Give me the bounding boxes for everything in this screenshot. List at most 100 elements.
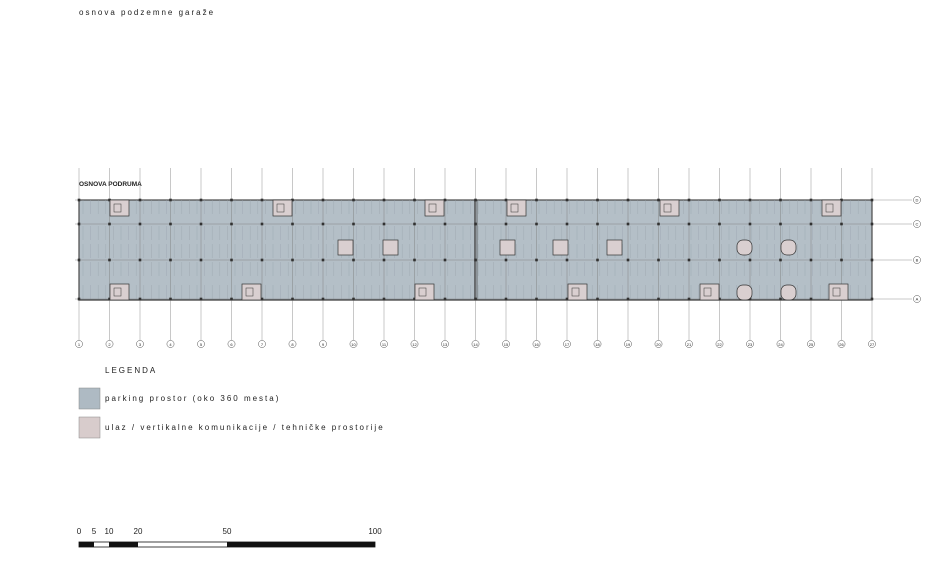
axis-marker (349, 340, 358, 348)
technical-room (606, 239, 623, 256)
technical-room (382, 239, 399, 256)
axis-marker (136, 340, 144, 348)
axis-label: 22 (717, 342, 722, 347)
axis-label: C (916, 222, 919, 227)
technical-room (736, 239, 753, 256)
axis-marker (913, 256, 921, 264)
axis-marker (197, 340, 205, 348)
axis-label: 26 (839, 342, 844, 347)
stair-core-detail (832, 287, 841, 297)
scale-segment (109, 542, 138, 547)
legend-swatch (78, 387, 101, 410)
axis-label: 5 (200, 342, 203, 347)
technical-room (780, 239, 797, 256)
axis-marker (685, 340, 693, 348)
scale-segment (227, 542, 375, 547)
axis-marker (105, 340, 114, 348)
stair-core (506, 199, 527, 217)
scale-segment (79, 542, 94, 547)
axis-label: A (916, 297, 919, 302)
stair-core-detail (113, 287, 122, 297)
stair-core-detail (428, 203, 437, 213)
axis-label: 18 (595, 342, 600, 347)
stair-core (414, 283, 435, 301)
scale-label: 10 (105, 527, 114, 536)
scale-label: 100 (368, 527, 382, 536)
axis-marker (715, 340, 724, 348)
axis-marker (166, 340, 175, 348)
stair-core (659, 199, 680, 217)
axis-marker (837, 340, 846, 348)
legend-item: parking prostor (oko 360 mesta) (105, 394, 280, 403)
plan-label: OSNOVA PODRUMA (79, 181, 142, 188)
stair-core-detail (663, 203, 672, 213)
axis-marker (319, 340, 327, 348)
axis-label: 16 (534, 342, 539, 347)
axis-label: 6 (230, 342, 233, 347)
stair-core-detail (245, 287, 254, 297)
stair-core-detail (418, 287, 427, 297)
axis-marker (913, 220, 921, 228)
axis-label: 24 (778, 342, 783, 347)
axis-marker (227, 340, 236, 348)
axis-marker (380, 340, 388, 348)
scale-label: 0 (77, 527, 82, 536)
stair-core (241, 283, 262, 301)
legend-item: ulaz / vertikalne komunikacije / tehničk… (105, 423, 385, 432)
stair-core (567, 283, 588, 301)
axis-label: 10 (351, 342, 356, 347)
axis-label: 12 (412, 342, 417, 347)
stair-core (424, 199, 445, 217)
technical-room (337, 239, 354, 256)
axis-marker (75, 340, 83, 348)
axis-label: 19 (626, 342, 631, 347)
stair-core (699, 283, 720, 301)
axis-label: 21 (687, 342, 692, 347)
stair-core-detail (276, 203, 285, 213)
technical-room (499, 239, 516, 256)
axis-marker (868, 340, 876, 348)
axis-marker (913, 196, 921, 204)
technical-room (552, 239, 569, 256)
stair-core (109, 283, 130, 301)
stair-core-detail (510, 203, 519, 213)
axis-marker (471, 340, 480, 348)
axis-marker (746, 340, 754, 348)
axis-marker (593, 340, 602, 348)
axis-label: 27 (870, 342, 875, 347)
axis-label: 9 (322, 342, 325, 347)
technical-room (736, 284, 753, 301)
axis-label: 11 (382, 342, 387, 347)
axis-marker (441, 340, 449, 348)
scale-label: 5 (92, 527, 97, 536)
legend-swatch (78, 416, 101, 439)
stair-core (828, 283, 849, 301)
axis-label: B (916, 258, 919, 263)
page-title: osnova podzemne garaže (79, 8, 215, 17)
axis-marker (532, 340, 541, 348)
stair-core-detail (703, 287, 712, 297)
stair-core (272, 199, 293, 217)
axis-marker (258, 340, 266, 348)
axis-label: 13 (443, 342, 448, 347)
axis-label: D (916, 198, 919, 203)
axis-marker (913, 295, 921, 303)
axis-label: 8 (291, 342, 294, 347)
axis-marker (288, 340, 297, 348)
axis-label: 1 (78, 342, 81, 347)
stair-core-detail (825, 203, 834, 213)
axis-label: 14 (473, 342, 478, 347)
axis-label: 23 (748, 342, 753, 347)
stair-core-detail (571, 287, 580, 297)
axis-label: 3 (139, 342, 142, 347)
axis-marker (776, 340, 785, 348)
axis-label: 25 (809, 342, 814, 347)
axis-marker (563, 340, 571, 348)
stair-core (109, 199, 130, 217)
axis-marker (807, 340, 815, 348)
axis-label: 4 (169, 342, 172, 347)
scale-bar (78, 541, 376, 548)
axis-label: 7 (261, 342, 264, 347)
axis-label: 20 (656, 342, 661, 347)
axis-marker (624, 340, 632, 348)
